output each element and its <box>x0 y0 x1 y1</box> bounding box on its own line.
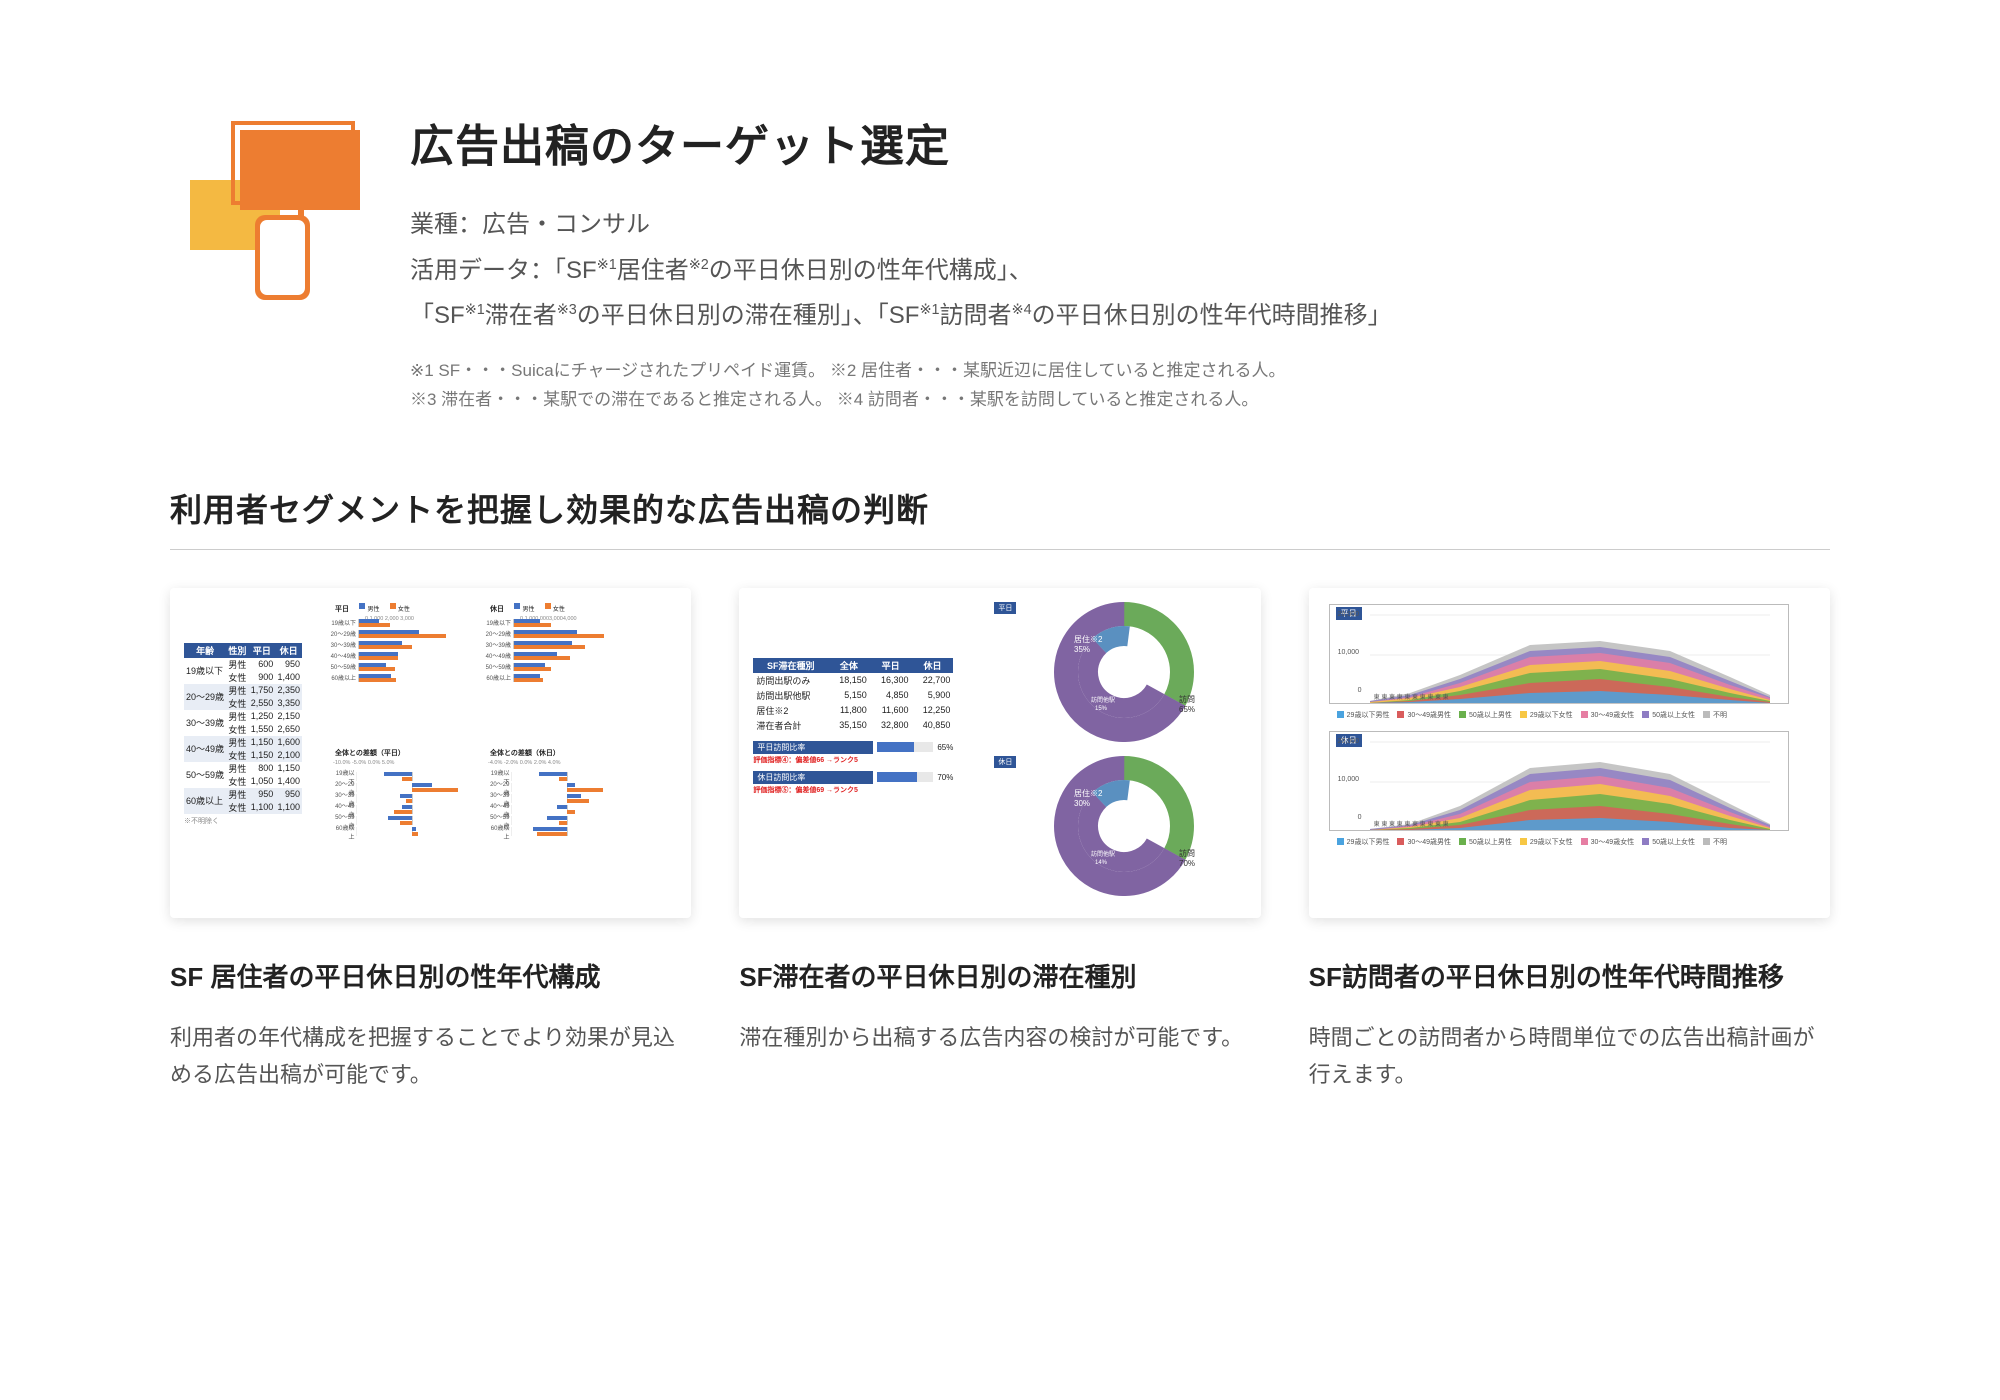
thumb1-bars-wd: 19歳以下20～29歳30～39歳40～49歳50～59歳60歳以上 <box>330 618 446 684</box>
footnote-2: ※3 滞在者・・・某駅での滞在であると推定される人。 ※4 訪問者・・・某駅を訪… <box>410 386 1830 415</box>
svg-text:56%: 56% <box>1131 821 1145 828</box>
header-text: 広告出稿のターゲット選定 業種：広告・コンサル 活用データ：「SF※1居住者※2… <box>410 110 1830 415</box>
card-3-desc: 時間ごとの訪問者から時間単位での広告出稿計画が行えます。 <box>1309 1019 1830 1094</box>
subtitle: 業種：広告・コンサル 活用データ：「SF※1居住者※2の平日休日別の性年代構成」… <box>410 202 1830 339</box>
svg-text:訪問のみ: 訪問のみ <box>1131 655 1159 664</box>
section-title: 利用者セグメントを把握し効果的な広告出稿の判断 <box>170 485 1830 531</box>
subtitle-line-1: 業種：広告・コンサル <box>410 202 1830 248</box>
thumb1-diff-wd: 19歳以下 20～29歳 30～39歳 40～49歳 <box>330 772 460 838</box>
thumb1-bars-hd: 19歳以下20～29歳30～39歳40～49歳50～59歳60歳以上 <box>485 618 604 684</box>
thumb-2: SF滞在種別全体平日休日訪問出駅のみ18,15016,30022,700訪問出駅… <box>739 588 1260 918</box>
svg-text:訪問他駅: 訪問他駅 <box>1091 696 1115 704</box>
svg-text:訪問: 訪問 <box>1179 694 1195 704</box>
thumb1-sub-wd: 全体との差額（平日） <box>335 748 405 758</box>
subtitle-line-3: 「SF※1滞在者※3の平日休日別の滞在種別」、「SF※1訪問者※4の平日休日別の… <box>410 293 1830 339</box>
card-1-desc: 利用者の年代構成を把握することでより効果が見込める広告出稿が可能です。 <box>170 1019 691 1094</box>
svg-text:70%: 70% <box>1179 859 1195 868</box>
thumb2-donut-wd: 居住※2 35% 訪問 65% 訪問のみ 50% 訪問他駅 15% <box>1029 602 1219 747</box>
svg-text:訪問のみ: 訪問のみ <box>1131 809 1159 818</box>
header-icon <box>170 110 370 415</box>
card-3: 平日 20,000 10,000 0 東 東 東 東 東 東 東 東 東 東 2… <box>1309 588 1830 1094</box>
card-1: 年齢性別平日休日19歳以下男性600950女性9001,40020～29歳男性1… <box>170 588 691 1094</box>
svg-text:訪問: 訪問 <box>1179 848 1195 858</box>
svg-text:15%: 15% <box>1095 706 1108 712</box>
footnote-1: ※1 SF・・・Suicaにチャージされたプリペイド運賃。 ※2 居住者・・・某… <box>410 357 1830 386</box>
svg-text:訪問他駅: 訪問他駅 <box>1091 850 1115 858</box>
thumb-3: 平日 20,000 10,000 0 東 東 東 東 東 東 東 東 東 東 2… <box>1309 588 1830 918</box>
subtitle-line-2: 活用データ：「SF※1居住者※2の平日休日別の性年代構成」、 <box>410 248 1830 294</box>
thumb1-diff-hd: 19歳以下 20～29歳 30～39歳 40～49歳 <box>485 772 615 838</box>
svg-text:居住※2: 居住※2 <box>1074 634 1103 644</box>
thumb2-note2: 評価指標⑤：偏差値69 →ランク5 <box>753 785 953 795</box>
card-2: SF滞在種別全体平日休日訪問出駅のみ18,15016,30022,700訪問出駅… <box>739 588 1260 1094</box>
svg-text:50%: 50% <box>1131 667 1145 674</box>
thumb-1: 年齢性別平日休日19歳以下男性600950女性9001,40020～29歳男性1… <box>170 588 691 918</box>
divider <box>170 549 1830 550</box>
svg-text:14%: 14% <box>1095 860 1108 866</box>
footnotes: ※1 SF・・・Suicaにチャージされたプリペイド運賃。 ※2 居住者・・・某… <box>410 357 1830 415</box>
thumb2-donut-hd: 居住※2 30% 訪問 70% 訪問のみ 56% 訪問他駅 14% <box>1029 756 1219 901</box>
thumb1-table: 年齢性別平日休日19歳以下男性600950女性9001,40020～29歳男性1… <box>184 643 302 826</box>
svg-text:65%: 65% <box>1179 705 1195 714</box>
thumb1-sub-hd: 全体との差額（休日） <box>490 748 560 758</box>
thumb2-note1: 評価指標④：偏差値66 →ランク5 <box>753 755 953 765</box>
thumb3-area-hd: 休日 20,000 10,000 0 東 東 東 東 東 東 東 東 東 東 <box>1329 731 1789 831</box>
svg-text:35%: 35% <box>1074 645 1090 654</box>
thumb2-table: SF滞在種別全体平日休日訪問出駅のみ18,15016,30022,700訪問出駅… <box>753 658 953 795</box>
card-3-title: SF訪問者の平日休日別の性年代時間推移 <box>1309 958 1830 997</box>
page-title: 広告出稿のターゲット選定 <box>410 110 1830 174</box>
thumb1-note: ※不明除く <box>184 816 302 826</box>
svg-text:居住※2: 居住※2 <box>1074 788 1103 798</box>
card-2-desc: 滞在種別から出稿する広告内容の検討が可能です。 <box>739 1019 1260 1056</box>
thumb2-hd-tag: 休日 <box>994 756 1016 768</box>
thumb3-legend-hd: 29歳以下男性30～49歳男性50歳以上男性29歳以下女性30～49歳女性50歳… <box>1329 837 1810 848</box>
header: 広告出稿のターゲット選定 業種：広告・コンサル 活用データ：「SF※1居住者※2… <box>170 110 1830 415</box>
thumb2-wd-tag: 平日 <box>994 602 1016 614</box>
card-1-title: SF 居住者の平日休日別の性年代構成 <box>170 958 691 997</box>
thumb3-area-wd: 平日 20,000 10,000 0 東 東 東 東 東 東 東 東 東 東 <box>1329 604 1789 704</box>
thumb3-legend-wd: 29歳以下男性30～49歳男性50歳以上男性29歳以下女性30～49歳女性50歳… <box>1329 710 1810 721</box>
svg-text:30%: 30% <box>1074 799 1090 808</box>
cards-row: 年齢性別平日休日19歳以下男性600950女性9001,40020～29歳男性1… <box>170 588 1830 1094</box>
card-2-title: SF滞在者の平日休日別の滞在種別 <box>739 958 1260 997</box>
